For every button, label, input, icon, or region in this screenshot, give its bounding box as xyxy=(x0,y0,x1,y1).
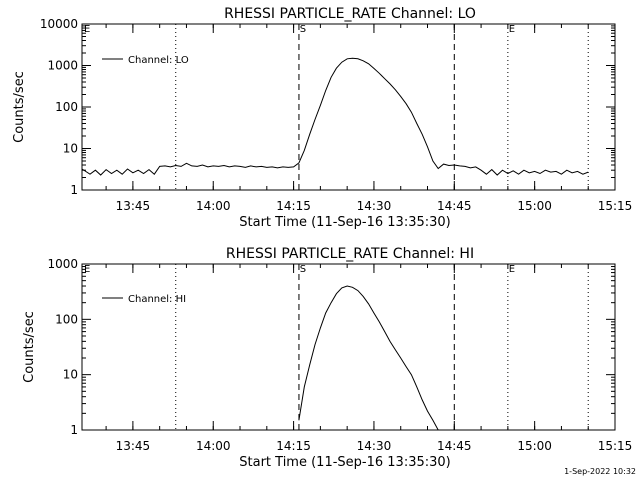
panel-hi-legend: Channel: HI xyxy=(102,294,186,305)
panel-hi-frame xyxy=(81,263,616,431)
panel-hi-legend-label: Channel: HI xyxy=(128,294,186,305)
footer-timestamp: 1-Sep-2022 10:32 xyxy=(564,467,636,476)
panel-lo-xtick-label: 14:30 xyxy=(357,199,392,213)
panel-lo-event-markers: S EE xyxy=(84,24,589,190)
panel-lo-ytick-label: 1000 xyxy=(47,59,78,73)
panel-lo-xtick-label: 14:00 xyxy=(196,199,231,213)
panel-hi-xtick-label: 14:45 xyxy=(437,439,472,453)
panel-lo-ytick-label: 10 xyxy=(63,142,78,156)
panel-lo-ylabel: Counts/sec xyxy=(12,71,27,143)
panel-hi-ytick-label: 10 xyxy=(63,368,78,382)
panel-lo-xtick-label: 15:00 xyxy=(517,199,552,213)
panel-hi-xtick-label: 14:15 xyxy=(276,439,311,453)
panel-lo-title: RHESSI PARTICLE_RATE Channel: LO xyxy=(224,6,476,22)
panel-lo-ytick-label: 1 xyxy=(70,183,78,197)
panel-lo-marker-e-left: E xyxy=(84,24,90,35)
panel-hi-ylabel: Counts/sec xyxy=(22,311,37,383)
panel-hi-xtick-label: 13:45 xyxy=(116,439,151,453)
panel-lo-xlabel: Start Time (11-Sep-16 13:35:30) xyxy=(239,215,450,230)
panel-lo-xtick-label: 14:45 xyxy=(437,199,472,213)
panel-hi-ytick-label: 1 xyxy=(70,423,78,437)
panel-hi: RHESSI PARTICLE_RATE Channel: HI Counts/… xyxy=(22,246,632,470)
panel-hi-series-line xyxy=(298,285,439,431)
panel-hi-xtick-label: 14:00 xyxy=(196,439,231,453)
panel-lo-marker-e: E xyxy=(509,24,515,35)
panel-hi-ytick-label: 100 xyxy=(55,312,78,326)
panel-lo-xtick-label: 14:15 xyxy=(276,199,311,213)
panel-hi-xtick-label: 14:30 xyxy=(357,439,392,453)
panel-lo-xtick-label: 13:45 xyxy=(116,199,151,213)
panel-lo-ytick-label: 10000 xyxy=(40,17,78,31)
panel-lo-legend-label: Channel: LO xyxy=(128,55,189,66)
panel-hi-xtick-label: 15:15 xyxy=(598,439,633,453)
panel-hi-xlabel: Start Time (11-Sep-16 13:35:30) xyxy=(239,455,450,470)
panel-hi-marker-e: E xyxy=(509,264,515,275)
panel-hi-title: RHESSI PARTICLE_RATE Channel: HI xyxy=(226,246,474,262)
panel-lo-legend: Channel: LO xyxy=(102,55,189,66)
panel-hi-event-markers: S EE xyxy=(84,264,589,430)
panel-hi-ticks: 1 10 100 1000 13:45 14:00 14:15 14:30 14:45 15:00… xyxy=(47,257,632,453)
panel-lo-xtick-label: 15:15 xyxy=(598,199,633,213)
panel-lo-ticks: 1 10 100 1000 10000 13:45 14:00 14:15 14:30 14:45… xyxy=(40,17,632,213)
panel-hi-marker-s: S xyxy=(300,264,306,275)
panel-hi-xtick-label: 15:00 xyxy=(517,439,552,453)
panel-lo-marker-s: S xyxy=(300,24,306,35)
panel-hi-marker-e-left: E xyxy=(84,264,90,275)
panel-hi-ytick-label: 1000 xyxy=(47,257,78,271)
panel-lo-ytick-label: 100 xyxy=(55,100,78,114)
panel-lo: RHESSI PARTICLE_RATE Channel: LO Counts/… xyxy=(12,6,632,230)
panel-lo-series-line xyxy=(81,57,589,176)
panel-lo-frame xyxy=(81,23,616,191)
